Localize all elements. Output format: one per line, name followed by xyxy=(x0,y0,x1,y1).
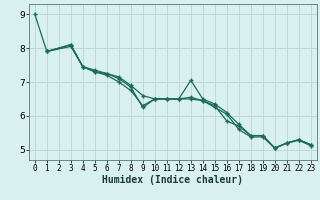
X-axis label: Humidex (Indice chaleur): Humidex (Indice chaleur) xyxy=(102,175,243,185)
